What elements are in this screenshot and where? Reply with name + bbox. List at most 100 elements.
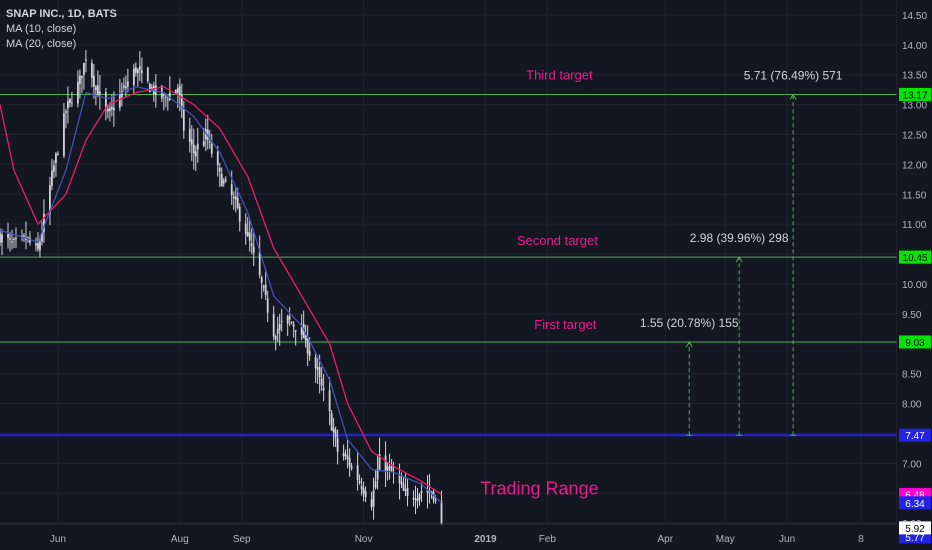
candle-body [92,75,95,87]
candle-body [322,388,325,391]
candle-body [402,483,405,491]
candle-body [266,298,269,313]
target-price-badge-label: 9.03 [905,338,925,349]
candle-body [85,59,87,61]
candle-body [146,67,149,82]
candle-body [71,102,73,104]
symbol-title[interactable]: SNAP INC., 1D, BATS [6,8,117,20]
ma-10-legend[interactable]: MA (10, close) [6,23,77,35]
candle-body [178,85,181,97]
candle-body [196,143,199,150]
candle-body [252,246,255,253]
candle-body [404,489,407,491]
ma10-price-badge-label: 6.34 [905,499,925,510]
price-tick-label: 10.00 [902,280,927,291]
annotation-text[interactable]: Third target [526,68,593,83]
time-axis[interactable]: Jun Aug Sep Nov 2019 Feb Apr May Jun 8 [0,525,897,550]
candle-body [278,324,281,330]
ma-20-line [0,86,442,495]
time-axis-background [0,525,897,550]
candle-body [138,66,141,70]
price-tick-label: 5.50 [902,549,922,550]
candle-body [55,153,57,164]
candle-body [292,324,295,327]
grid [0,0,897,524]
candle-body [258,249,261,276]
price-tick-label: 14.00 [902,41,927,52]
candle-body [244,223,247,235]
price-tick-label: 8.00 [902,400,922,411]
measure-label: 1.55 (20.78%) 155 [640,316,739,330]
candle-body [39,241,41,251]
candle-body [148,83,151,93]
candle-body [356,465,359,480]
candle-body [120,90,123,97]
candle-body [414,498,417,501]
candle-body [272,313,275,337]
candle-body [96,85,99,97]
candle-body [334,430,337,438]
candle-body [276,328,279,334]
ma-20-legend[interactable]: MA (20, close) [6,38,77,50]
candle-body [364,491,367,497]
time-tick-label: Aug [171,534,189,545]
candle-body [162,94,165,96]
target-price-badge-label: 13.17 [902,90,927,101]
candle-body [218,167,221,172]
candle-body [90,62,93,78]
measurements[interactable]: 1.55 (20.78%) 155 2.98 (39.96%) 298 5.71 (… [640,68,843,436]
candle-body [134,67,137,73]
candle-body [372,490,375,507]
candle-body [420,491,423,493]
annotation-text[interactable]: Trading Range [480,478,598,498]
measure-arrow [789,93,797,100]
candle-body [180,94,183,109]
price-tick-label: 12.00 [902,160,927,171]
candle-body [41,231,43,242]
candle-body [108,108,111,112]
candle-body [286,315,289,324]
annotation-text[interactable]: Second target [517,233,598,248]
time-tick-label: Apr [657,534,673,545]
candle-body [374,481,377,488]
time-tick-label: Feb [539,534,557,545]
candle-body [260,277,263,283]
candle-body [164,96,167,98]
candle-body [262,285,265,288]
candle-body [304,335,307,341]
price-tick-label: 9.50 [902,310,922,321]
candle-body [300,326,303,335]
candle-body [174,89,177,95]
candle-body [118,94,121,108]
candle-body [27,237,29,239]
candle-body [202,141,205,146]
time-tick-label: Jun [779,534,795,545]
annotations[interactable]: Third target Second target First target Tra… [480,68,598,499]
annotation-text[interactable]: First target [534,317,597,332]
candle-body [220,174,223,187]
price-axis[interactable]: 14.50 14.00 13.50 13.00 12.50 12.00 11.50 11.00… [897,0,932,550]
time-tick-label: May [716,534,735,545]
candle-body [110,106,113,110]
candle-body [206,129,209,141]
candle-body [83,62,85,75]
candle-body [232,196,235,198]
candle-body [280,320,283,322]
candle-body [35,243,37,246]
candle-body [190,139,193,145]
candle-body [98,91,101,94]
candle-body [248,232,251,241]
time-tick-label: Sep [233,534,251,545]
candle-body [192,144,195,154]
time-tick-label: Nov [355,534,373,545]
candle-body [81,75,83,78]
target-price-badge-label: 10.45 [902,253,927,264]
price-tick-label: 14.50 [902,11,927,22]
candle-body [224,179,227,181]
candle-body [412,497,415,500]
candle-body [306,337,309,354]
candle-body [238,207,241,222]
candle-body [400,481,403,485]
target-price-badge [899,87,931,101]
